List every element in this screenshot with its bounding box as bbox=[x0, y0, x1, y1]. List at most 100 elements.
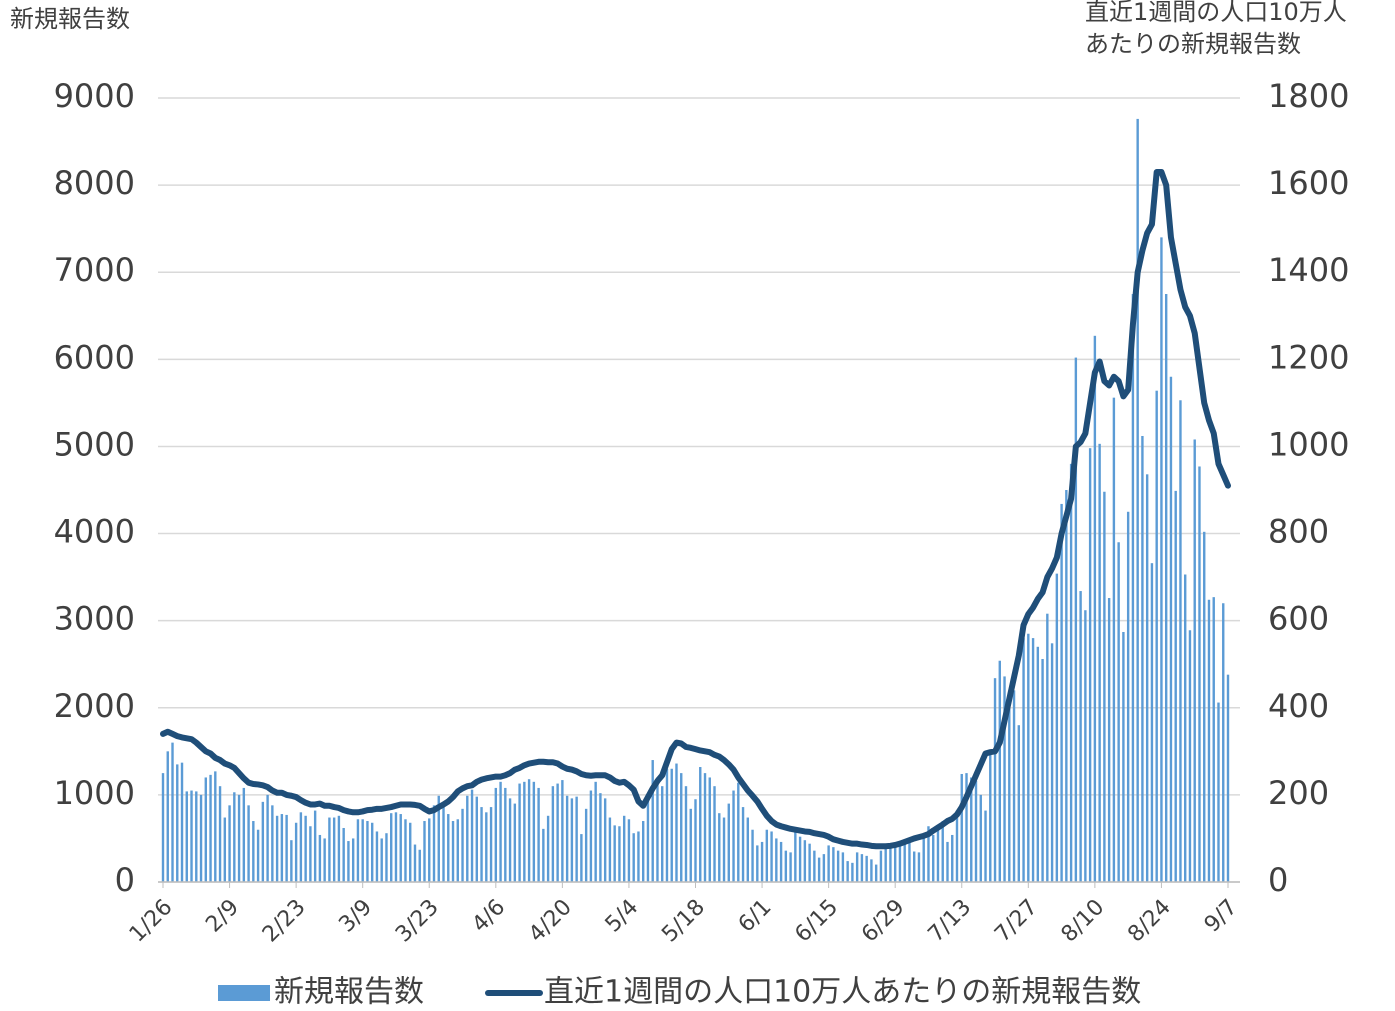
bar bbox=[827, 845, 830, 882]
bar bbox=[466, 795, 469, 882]
bar bbox=[1198, 466, 1201, 882]
bar bbox=[309, 826, 312, 882]
bar bbox=[1036, 646, 1040, 882]
bar bbox=[313, 810, 317, 882]
bar bbox=[589, 790, 593, 882]
bar bbox=[1136, 118, 1139, 882]
y2-tick-label: 1600 bbox=[1268, 164, 1349, 202]
bar bbox=[760, 841, 764, 882]
bar bbox=[180, 762, 184, 882]
y-tick-label: 8000 bbox=[54, 164, 135, 202]
legend-label: 新規報告数 bbox=[274, 975, 424, 1010]
y2-tick-label: 800 bbox=[1268, 513, 1329, 551]
bar bbox=[409, 822, 412, 882]
bar bbox=[1122, 631, 1125, 882]
bar bbox=[732, 790, 735, 882]
bar bbox=[798, 836, 802, 882]
bar bbox=[908, 840, 911, 882]
y-tick-label: 9000 bbox=[54, 77, 135, 115]
bar bbox=[917, 852, 921, 882]
bar bbox=[1050, 643, 1054, 882]
bar bbox=[290, 840, 293, 882]
bar bbox=[684, 786, 688, 882]
bar bbox=[946, 841, 949, 882]
bar bbox=[413, 844, 417, 882]
bar bbox=[499, 781, 502, 882]
y-tick-label: 3000 bbox=[54, 600, 135, 638]
bar bbox=[699, 767, 702, 882]
bar bbox=[1126, 511, 1130, 882]
y2-tick-label: 0 bbox=[1268, 861, 1288, 899]
bar bbox=[237, 794, 241, 882]
bar bbox=[252, 821, 255, 882]
bar bbox=[765, 829, 769, 882]
bar bbox=[1022, 638, 1025, 882]
bar bbox=[1008, 704, 1011, 882]
bar bbox=[1055, 573, 1059, 882]
bar bbox=[1017, 725, 1021, 882]
bar bbox=[722, 817, 726, 882]
bar bbox=[580, 834, 583, 882]
bar bbox=[832, 847, 835, 882]
bar bbox=[527, 779, 531, 882]
y2-tick-label: 1400 bbox=[1268, 251, 1349, 289]
bar bbox=[889, 845, 892, 882]
bar bbox=[756, 845, 759, 882]
y2-tick-label: 1800 bbox=[1268, 77, 1349, 115]
bar bbox=[775, 838, 778, 882]
bar bbox=[651, 760, 654, 882]
bar bbox=[199, 794, 203, 882]
bar bbox=[546, 815, 550, 882]
bar bbox=[513, 803, 517, 882]
legend-swatch bbox=[218, 985, 270, 1001]
line bbox=[160, 169, 1231, 850]
y-tick-label: 1000 bbox=[54, 774, 135, 812]
bar bbox=[1226, 674, 1230, 882]
bar bbox=[404, 819, 407, 882]
bar bbox=[1103, 491, 1106, 882]
y2-tick-label: 400 bbox=[1268, 687, 1329, 725]
bar bbox=[1169, 376, 1173, 882]
bar bbox=[228, 805, 231, 882]
bar bbox=[665, 768, 669, 882]
bar bbox=[632, 833, 635, 882]
bar bbox=[342, 827, 345, 882]
bar bbox=[608, 817, 612, 882]
bar bbox=[1184, 574, 1187, 882]
bar bbox=[161, 773, 165, 882]
bar bbox=[1212, 597, 1215, 882]
bar bbox=[870, 859, 873, 882]
x-tick-label: 1/26 bbox=[125, 895, 178, 948]
bar bbox=[504, 787, 507, 882]
bar bbox=[993, 678, 997, 882]
bar bbox=[361, 819, 364, 882]
bar bbox=[432, 805, 436, 882]
bar bbox=[603, 798, 607, 882]
bar bbox=[351, 838, 355, 882]
bar bbox=[860, 854, 864, 882]
bar bbox=[642, 821, 645, 882]
x-tick-label: 7/13 bbox=[924, 895, 977, 948]
bar bbox=[470, 789, 474, 882]
y-tick-label: 7000 bbox=[54, 251, 135, 289]
bar bbox=[646, 794, 650, 882]
bar bbox=[1188, 630, 1192, 882]
bar bbox=[214, 771, 217, 882]
bar bbox=[1174, 490, 1177, 882]
bar bbox=[204, 777, 207, 882]
bar bbox=[979, 794, 982, 882]
bar bbox=[941, 821, 944, 882]
bar bbox=[913, 851, 916, 882]
y2-axis-title: 直近1週間の人口10万人 bbox=[1085, 0, 1347, 26]
bar bbox=[855, 852, 859, 882]
bar bbox=[637, 831, 640, 882]
bar bbox=[822, 854, 826, 882]
bar bbox=[323, 838, 326, 882]
bar bbox=[489, 807, 493, 882]
bar bbox=[523, 781, 526, 882]
bar bbox=[955, 810, 959, 882]
y-tick-label: 2000 bbox=[54, 687, 135, 725]
bar bbox=[922, 833, 925, 882]
x-tick-label: 2/23 bbox=[258, 895, 311, 948]
bar bbox=[836, 850, 840, 882]
